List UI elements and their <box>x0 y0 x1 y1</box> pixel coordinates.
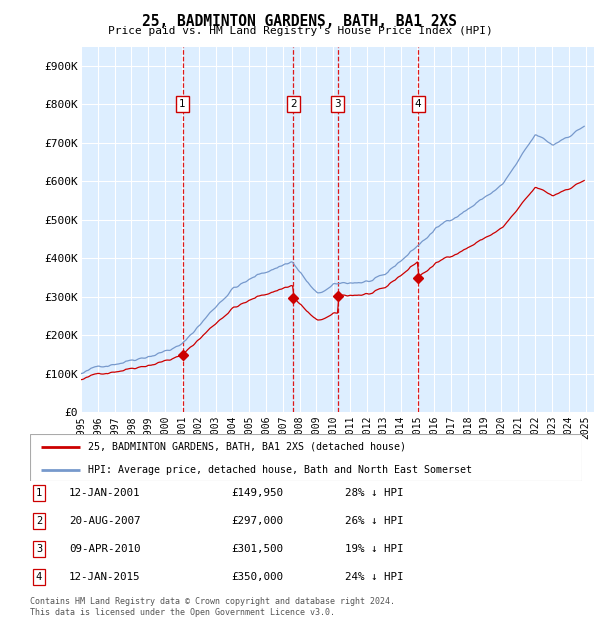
Text: 26% ↓ HPI: 26% ↓ HPI <box>345 516 404 526</box>
Text: 25, BADMINTON GARDENS, BATH, BA1 2XS: 25, BADMINTON GARDENS, BATH, BA1 2XS <box>143 14 458 29</box>
Text: 20-AUG-2007: 20-AUG-2007 <box>69 516 140 526</box>
Text: 25, BADMINTON GARDENS, BATH, BA1 2XS (detached house): 25, BADMINTON GARDENS, BATH, BA1 2XS (de… <box>88 441 406 451</box>
Text: 1: 1 <box>36 488 42 498</box>
Text: HPI: Average price, detached house, Bath and North East Somerset: HPI: Average price, detached house, Bath… <box>88 465 472 476</box>
Text: 24% ↓ HPI: 24% ↓ HPI <box>345 572 404 582</box>
Text: 4: 4 <box>36 572 42 582</box>
Text: 12-JAN-2001: 12-JAN-2001 <box>69 488 140 498</box>
Text: 1: 1 <box>179 99 186 109</box>
Text: 28% ↓ HPI: 28% ↓ HPI <box>345 488 404 498</box>
Text: 3: 3 <box>335 99 341 109</box>
Text: Price paid vs. HM Land Registry's House Price Index (HPI): Price paid vs. HM Land Registry's House … <box>107 26 493 36</box>
Text: 12-JAN-2015: 12-JAN-2015 <box>69 572 140 582</box>
Text: Contains HM Land Registry data © Crown copyright and database right 2024.
This d: Contains HM Land Registry data © Crown c… <box>30 598 395 617</box>
Text: 2: 2 <box>36 516 42 526</box>
Text: £350,000: £350,000 <box>231 572 283 582</box>
Text: £297,000: £297,000 <box>231 516 283 526</box>
Text: 4: 4 <box>415 99 421 109</box>
Text: 19% ↓ HPI: 19% ↓ HPI <box>345 544 404 554</box>
Text: 09-APR-2010: 09-APR-2010 <box>69 544 140 554</box>
Text: £149,950: £149,950 <box>231 488 283 498</box>
Text: 2: 2 <box>290 99 297 109</box>
Text: 3: 3 <box>36 544 42 554</box>
Text: £301,500: £301,500 <box>231 544 283 554</box>
